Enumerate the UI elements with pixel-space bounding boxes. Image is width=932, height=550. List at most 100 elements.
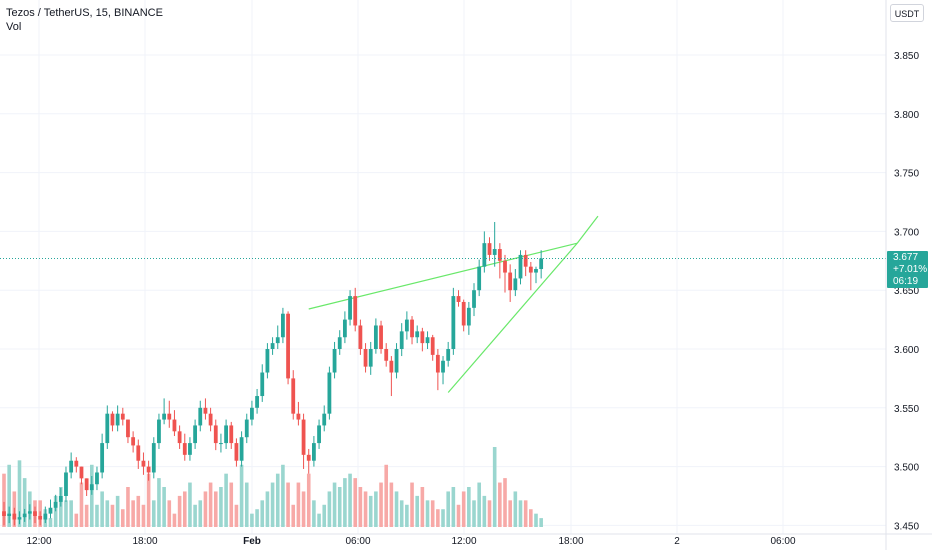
chart-grid: [0, 0, 886, 534]
candle-body: [332, 349, 337, 373]
volume-bar: [503, 478, 507, 527]
candle-body: [368, 349, 373, 367]
time-axis[interactable]: 12:00 18:00 Feb 06:00 12:00 18:00 2 06:00: [26, 536, 795, 547]
y-tick-label: 3.650: [894, 286, 919, 297]
volume-bar: [203, 491, 208, 527]
volume-bar: [95, 504, 99, 527]
volume-bar: [2, 473, 6, 527]
volume-bar: [275, 473, 280, 527]
volume-bar: [265, 491, 270, 527]
candle-body: [363, 349, 368, 367]
volume-bar: [7, 464, 11, 527]
volume-bar: [105, 500, 110, 527]
volume-bar: [389, 482, 394, 527]
volume-bar: [281, 464, 285, 527]
volume-bar: [384, 464, 389, 527]
volume-bar: [415, 495, 419, 527]
volume-bar: [379, 482, 383, 527]
x-tick-label: 2: [674, 536, 680, 547]
candle-body: [100, 443, 105, 473]
volume-bar: [213, 491, 218, 527]
candle-body: [492, 249, 497, 255]
volume-bar: [461, 491, 466, 527]
candle-body: [126, 419, 130, 438]
candle-body: [177, 431, 182, 444]
volume-bar: [59, 487, 63, 527]
x-tick-label: 12:00: [26, 536, 51, 547]
candle-body: [136, 445, 141, 461]
candle-body: [430, 337, 435, 355]
candle-body: [399, 331, 404, 349]
candle-body: [208, 413, 213, 426]
candle-body: [120, 413, 125, 420]
volume-bar: [430, 500, 435, 527]
y-tick-label: 3.550: [894, 404, 919, 415]
volume-bar: [451, 487, 456, 527]
candle-body: [296, 413, 301, 420]
y-tick-label: 3.600: [894, 345, 919, 356]
volume-bar: [436, 509, 440, 527]
volume-bar: [513, 491, 518, 527]
volume-bar: [126, 487, 130, 527]
candle-body: [384, 349, 389, 361]
trendline[interactable]: [576, 215, 599, 244]
candle-body: [456, 296, 461, 302]
candle-body: [322, 413, 327, 426]
candle-body: [446, 349, 451, 361]
candle-body: [141, 460, 146, 467]
candle-body: [115, 413, 120, 426]
volume-bar: [482, 495, 487, 527]
symbol-title: Tezos / TetherUS, 15, BINANCE: [6, 7, 163, 19]
volume-bar: [244, 482, 249, 527]
candle-body: [534, 269, 538, 273]
candle-body: [213, 425, 218, 444]
volume-bar: [498, 482, 502, 527]
volume-bar: [219, 487, 223, 527]
y-tick-label: 3.700: [894, 227, 919, 238]
candle-body: [2, 511, 6, 516]
volume-bar: [250, 513, 254, 527]
trendline[interactable]: [447, 242, 578, 393]
volume-bars: [2, 447, 543, 527]
candle-body: [255, 396, 259, 408]
plot-area: [0, 0, 886, 534]
volume-bar: [394, 491, 399, 527]
volume-bar: [312, 500, 316, 527]
candle-body: [342, 319, 347, 338]
volume-bar: [239, 464, 244, 527]
volume-bar: [120, 509, 125, 527]
candle-body: [358, 325, 363, 349]
volume-bar: [229, 482, 234, 527]
volume-bar: [100, 491, 104, 527]
candle-body: [523, 254, 528, 267]
volume-bar: [157, 478, 161, 527]
volume-bar: [188, 482, 192, 527]
candle-body: [239, 437, 244, 461]
volume-bar: [492, 447, 497, 527]
volume-bar: [332, 482, 337, 527]
candle-body: [38, 515, 43, 520]
candle-body: [110, 413, 115, 426]
candle-body: [337, 337, 342, 349]
candle-body: [291, 378, 296, 414]
candle-body: [69, 460, 74, 473]
volume-bar: [22, 478, 27, 527]
candle-body: [389, 360, 394, 373]
volume-bar: [399, 500, 404, 527]
volume-bar: [441, 509, 445, 527]
volume-bar: [446, 491, 450, 527]
candle-body: [513, 278, 518, 291]
volume-bar: [534, 513, 538, 527]
candle-body: [275, 337, 280, 344]
currency-selector-button[interactable]: USDT: [890, 4, 924, 22]
volume-bar: [255, 509, 259, 527]
x-tick-label: 06:00: [770, 536, 795, 547]
volume-bar: [291, 504, 296, 527]
volume-bar: [48, 518, 53, 527]
candle-body: [404, 319, 409, 332]
volume-bar: [90, 464, 94, 527]
volume-bar: [198, 500, 203, 527]
candle-body: [74, 460, 79, 467]
